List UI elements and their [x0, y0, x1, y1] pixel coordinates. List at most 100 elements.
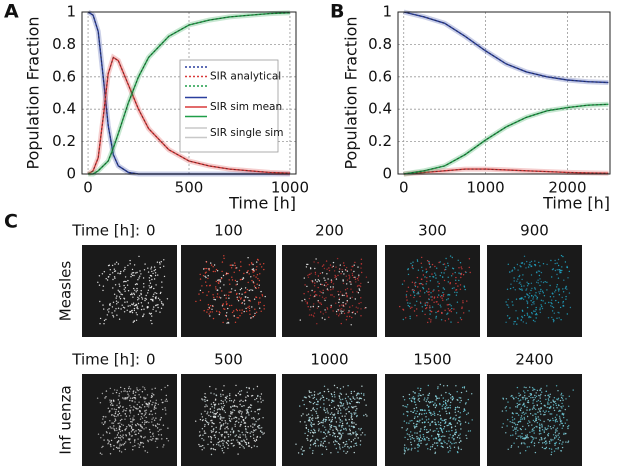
particle — [114, 276, 115, 277]
particle — [245, 397, 246, 398]
particle — [119, 319, 120, 320]
particle — [225, 412, 226, 413]
particle — [435, 423, 436, 424]
particle — [204, 433, 205, 434]
particle — [226, 442, 227, 443]
particle — [346, 400, 347, 401]
particle — [340, 437, 341, 438]
particle — [304, 433, 305, 434]
particle — [213, 402, 214, 403]
particle — [239, 434, 240, 435]
particle — [134, 445, 135, 446]
particle — [138, 394, 139, 395]
particle — [250, 276, 251, 277]
particle — [115, 411, 116, 412]
particle — [414, 410, 415, 411]
particle — [299, 405, 300, 406]
particle — [124, 269, 125, 270]
particle — [215, 299, 216, 300]
particle — [220, 416, 221, 417]
particle — [534, 260, 535, 261]
particle — [243, 434, 244, 435]
particle — [117, 302, 118, 303]
particle — [230, 292, 231, 293]
particle — [251, 447, 252, 448]
particle — [231, 305, 232, 306]
particle — [147, 292, 148, 293]
particle — [101, 422, 102, 423]
particle — [455, 418, 456, 419]
particle — [539, 309, 540, 310]
particle — [138, 390, 139, 391]
particle — [308, 420, 309, 421]
particle — [153, 306, 154, 307]
particle — [140, 273, 141, 274]
particle — [240, 266, 241, 267]
particle — [336, 278, 337, 279]
particle — [566, 419, 567, 420]
particle — [202, 428, 203, 429]
particle — [139, 407, 140, 408]
particle — [332, 267, 333, 268]
particle — [221, 278, 222, 279]
particle — [223, 423, 224, 424]
particle — [437, 386, 438, 387]
particle — [135, 398, 136, 399]
particle — [541, 272, 542, 273]
particle — [458, 272, 459, 273]
particle — [450, 442, 451, 443]
particle — [138, 443, 139, 444]
particle — [554, 291, 555, 292]
particle — [545, 448, 546, 449]
particle — [144, 387, 145, 388]
particle — [331, 393, 332, 394]
particle — [223, 308, 224, 309]
particle — [341, 426, 342, 427]
particle — [227, 319, 228, 320]
x-tick-label: 500 — [175, 179, 204, 197]
particle — [116, 262, 117, 263]
particle — [408, 434, 409, 435]
particle — [555, 435, 556, 436]
particle — [551, 428, 552, 429]
particle — [228, 298, 229, 299]
particle — [262, 294, 263, 295]
particle — [536, 314, 537, 315]
particle — [103, 286, 104, 287]
particle — [431, 435, 432, 436]
particle — [426, 399, 427, 400]
particle — [562, 302, 563, 303]
particle — [253, 438, 254, 439]
particle — [329, 419, 330, 420]
particle — [116, 430, 117, 431]
particle — [343, 283, 344, 284]
particle — [245, 429, 246, 430]
particle — [420, 443, 421, 444]
particle — [253, 316, 254, 317]
particle — [451, 275, 452, 276]
particle — [544, 405, 545, 406]
particle — [231, 288, 232, 289]
particle — [555, 432, 556, 433]
particle — [98, 434, 99, 435]
particle — [115, 270, 116, 271]
particle — [151, 395, 152, 396]
particle — [350, 413, 351, 414]
particle — [132, 297, 133, 298]
particle — [443, 264, 444, 265]
particle — [195, 301, 196, 302]
particle — [416, 315, 417, 316]
particle — [449, 393, 450, 394]
particle — [424, 276, 425, 277]
particle — [449, 423, 450, 424]
particle — [116, 392, 117, 393]
particle — [257, 278, 258, 279]
particle — [138, 256, 139, 257]
particle — [432, 296, 433, 297]
particle — [526, 293, 527, 294]
particle — [339, 298, 340, 299]
particle — [150, 320, 151, 321]
particle — [406, 406, 407, 407]
particle — [133, 415, 134, 416]
particle — [151, 323, 152, 324]
